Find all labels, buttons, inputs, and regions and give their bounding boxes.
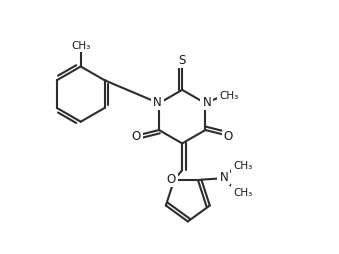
Text: S: S [179,54,186,67]
Text: CH₃: CH₃ [233,187,252,197]
Text: N: N [153,96,162,109]
Text: O: O [224,129,233,142]
Text: O: O [167,172,176,185]
Text: N: N [202,96,211,109]
Text: O: O [131,129,140,142]
Text: CH₃: CH₃ [219,91,238,101]
Text: N: N [220,171,228,184]
Text: CH₃: CH₃ [233,160,252,170]
Text: CH₃: CH₃ [71,41,91,51]
